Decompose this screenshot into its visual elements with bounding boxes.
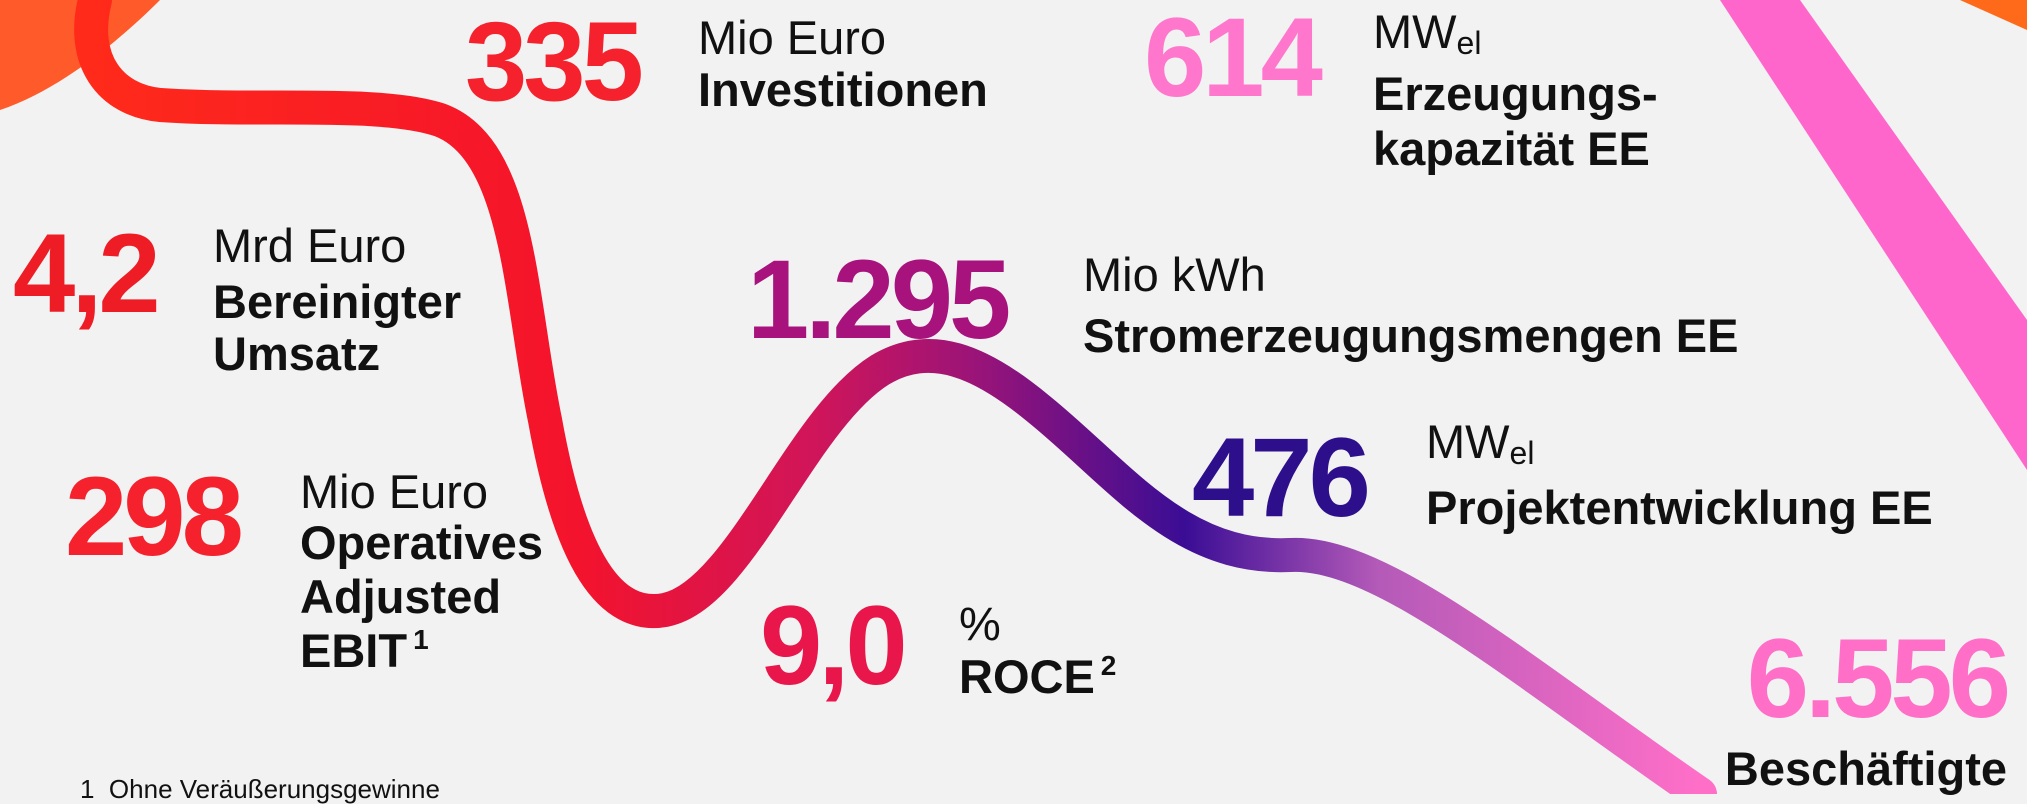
kpi-unit: Mio Euro [698,14,886,61]
page: 335 Mio Euro Investitionen 614 MWel Erze… [0,0,2027,794]
kpi-label: Beschäftigte [1725,745,2007,792]
kpi-unit: Mio kWh [1083,251,1266,298]
kpi-value: 1.295 [747,244,1007,356]
kpi-label: kapazität EE [1373,125,1650,172]
unit: MW [1426,415,1510,468]
kpi-label: Investitionen [698,66,988,113]
kpi-value: 9,0 [760,590,904,702]
unit-sub: el [1457,25,1482,61]
kpi-value: 335 [465,6,640,118]
kpi-label: Adjusted [300,573,501,620]
kpi-unit: Mio Euro [300,468,488,515]
unit: MW [1373,5,1457,58]
footnote-text: Ohne Veräußerungsgewinne [109,774,440,804]
kpi-value: 298 [65,461,240,573]
kpi-label: Stromerzeugungsmengen EE [1083,312,1739,359]
kpi-label: Projektentwicklung EE [1426,484,1933,531]
kpi-label: Bereinigter [213,278,461,325]
label: ROCE [959,650,1095,703]
unit-sub: el [1510,435,1535,471]
kpi-value: 4,2 [13,218,157,330]
kpi-unit: Mrd Euro [213,222,406,269]
footnote-marker: 1 [80,774,94,804]
kpi-unit: MWel [1426,418,1534,469]
kpi-label: Umsatz [213,330,380,377]
kpi-label: Erzeugungs- [1373,70,1658,117]
kpi-unit: % [959,600,1001,647]
kpi-value: 476 [1192,422,1367,534]
label: EBIT [300,624,407,677]
footnote: 1 Ohne Veräußerungsgewinne [80,776,440,802]
kpi-value: 614 [1144,2,1319,114]
note: 1 [413,624,429,655]
kpi-unit: MWel [1373,8,1481,59]
note: 2 [1101,650,1117,681]
band [1720,0,2027,470]
kpi-value: 6.556 [1747,623,2007,735]
kpi-label: Operatives [300,519,543,566]
blob [1960,0,2027,30]
